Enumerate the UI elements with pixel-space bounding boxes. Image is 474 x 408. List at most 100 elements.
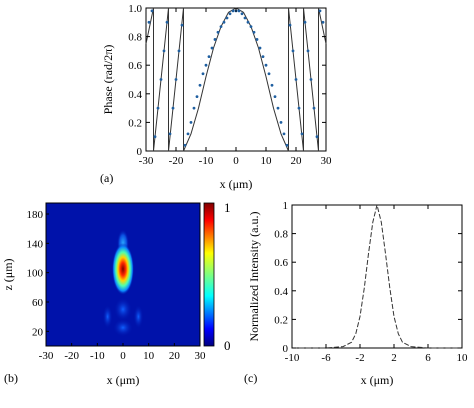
phase-point [204,63,208,67]
x-tick-label: 10 [457,352,469,364]
phase-point [219,25,223,28]
y-tick-label: 0 [283,343,289,355]
phase-point [294,78,298,81]
phase-point [159,78,163,81]
x-tick-label: -30 [39,350,54,362]
phase-point [222,20,226,24]
y-tick-label: 180 [27,209,44,221]
y-tick-label: 0.4 [274,286,288,298]
y-tick-label: 60 [32,297,44,309]
intensity-spot [114,297,132,322]
phase-point [156,106,160,110]
intensity-series [292,204,462,349]
phase-point [240,12,244,16]
phase-point [306,49,310,53]
panel-b-label: (b) [4,371,18,385]
x-tick-label: 20 [169,350,181,362]
phase-plot-frame [145,7,327,152]
intensity-y-label: Normalized Intensity (a.u.) [247,212,261,342]
x-tick-label: -10 [90,350,105,362]
phase-point [279,121,283,124]
phase-point [186,132,190,136]
phase-point [165,20,169,24]
phase-point [246,20,250,24]
y-tick-label: 0.2 [274,314,288,326]
phase-point [321,20,325,24]
intensity-x-ticks: -10 -6 -2 2 6 10 [285,205,468,364]
phase-line [145,7,327,152]
intensity-spot [113,318,133,337]
intensity-profile-chart: -10 -6 -2 2 6 10 0 0.2 0.4 0.6 0.8 1 x (μm) Normal… [247,200,468,387]
phase-point [150,9,154,13]
phase-point [258,46,262,50]
phase-point [183,143,187,147]
x-tick-label: 20 [291,155,303,167]
phase-point [195,95,199,99]
phase-point [231,9,235,13]
phase-point [153,135,157,139]
phase-point [273,95,277,99]
phase-point [171,106,175,110]
phase-point [198,83,202,87]
phase-point [180,23,184,27]
phase-point [201,72,205,76]
field-map-x-label: x (μm) [107,373,140,387]
phase-point [270,83,274,87]
phase-x-ticks: -30 -20 -10 0 10 20 30 [139,8,332,167]
x-tick-label: 30 [321,155,333,167]
phase-point [189,121,193,124]
intensity-x-label: x (μm) [361,373,394,387]
colorbar-max-label: 1 [224,200,231,215]
phase-point [162,49,166,53]
phase-point [309,78,313,81]
phase-point [318,9,322,13]
phase-point [267,72,271,76]
y-tick-label: 20 [32,326,44,338]
y-tick-label: 1 [283,200,289,212]
x-tick-label: 0 [120,350,126,362]
panel-c-label: (c) [244,371,257,385]
x-tick-label: -10 [285,352,300,364]
phase-point [207,55,211,59]
phase-point [192,106,196,110]
y-tick-label: 0.2 [128,117,142,129]
intensity-line [292,204,462,349]
phase-point [174,78,178,81]
x-tick-label: 10 [261,155,273,167]
phase-series [145,7,327,152]
phase-point [312,106,316,110]
phase-point [285,143,289,147]
y-tick-label: 0.8 [128,32,142,44]
colorbar [203,202,215,347]
y-tick-label: 0 [137,146,143,158]
y-tick-label: 100 [27,268,44,280]
y-tick-label: 1.0 [128,3,142,15]
phase-point [300,132,304,136]
phase-point [216,30,220,34]
colorbar-min-label: 0 [224,338,231,353]
x-tick-label: -20 [64,350,79,362]
phase-point [276,106,280,110]
x-tick-label: 10 [143,350,155,362]
phase-point [210,46,214,50]
phase-point [243,16,247,20]
phase-point [213,38,217,41]
field-map-x-ticks: -30 -20 -10 0 10 20 30 [39,343,206,362]
x-tick-label: -6 [321,352,331,364]
phase-point [237,9,241,13]
phase-point [225,16,229,20]
y-tick-label: 0.6 [274,257,288,269]
phase-point [303,20,307,24]
x-tick-label: 6 [425,352,431,364]
phase-point [315,135,319,139]
y-tick-label: 140 [27,238,44,250]
x-tick-label: 0 [233,155,239,167]
phase-point [291,49,295,53]
y-tick-label: 0.4 [128,89,142,101]
field-map-intensity [102,229,144,337]
phase-point [288,23,292,27]
panel-a-label: (a) [100,171,113,185]
intensity-side-lobe [102,304,113,329]
phase-point [261,55,265,59]
